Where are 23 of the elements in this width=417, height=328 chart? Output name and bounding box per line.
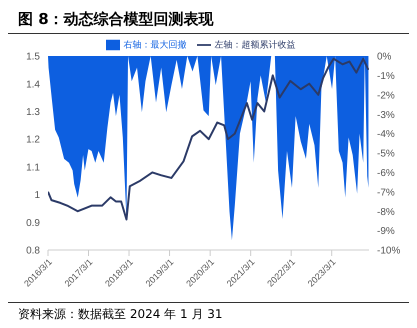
legend-label: 右轴：最大回撤 (124, 39, 186, 50)
y-tick-label: 1 (34, 190, 40, 202)
y-tick-label: 0.9 (26, 218, 40, 229)
y2-tick-label: -8% (377, 206, 395, 218)
y-tick-label: 1.4 (26, 79, 40, 90)
y-tick-label: 1.5 (26, 52, 40, 63)
text: 资料来源：数据截至 2024 年 1 月 31 (18, 306, 224, 323)
y2-tick-label: -5% (377, 148, 395, 160)
y2-tick-label: -6% (377, 168, 395, 179)
y2-tick-label: -9% (377, 226, 395, 238)
y2-tick-label: -7% (377, 187, 395, 198)
y-tick-label: 1.1 (26, 162, 40, 174)
y2-tick-label: -10% (377, 246, 400, 257)
y2-tick-label: 0% (377, 52, 392, 63)
y2-tick-label: -4% (377, 129, 395, 140)
legend-label: 左轴：超额累计收益 (214, 39, 296, 50)
y2-tick-label: -2% (377, 90, 395, 102)
y-tick-label: 1.2 (26, 134, 40, 146)
y2-tick-label: -1% (377, 70, 395, 82)
chart-title: 图 8：动态综合模型回测表现 (8, 8, 409, 34)
y-tick-label: 0.8 (26, 246, 40, 257)
y2-tick-label: -3% (377, 110, 395, 121)
y-tick-label: 1.3 (26, 106, 40, 118)
